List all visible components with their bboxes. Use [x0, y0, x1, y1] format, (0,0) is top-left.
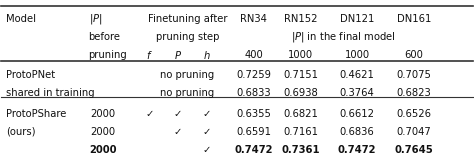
Text: 0.4621: 0.4621: [340, 71, 374, 80]
Text: 0.7151: 0.7151: [283, 71, 318, 80]
Text: 0.7472: 0.7472: [234, 145, 273, 155]
Text: (ours): (ours): [6, 127, 36, 137]
Text: 0.6821: 0.6821: [283, 109, 318, 119]
Text: 0.7645: 0.7645: [394, 145, 433, 155]
Text: Finetuning after: Finetuning after: [148, 14, 227, 24]
Text: 0.6526: 0.6526: [396, 109, 431, 119]
Text: 2000: 2000: [89, 145, 117, 155]
Text: 0.7259: 0.7259: [236, 71, 271, 80]
Text: 0.6612: 0.6612: [340, 109, 374, 119]
Text: 0.6591: 0.6591: [236, 127, 271, 137]
Text: ProtoPShare: ProtoPShare: [6, 109, 66, 119]
Text: no pruning: no pruning: [160, 88, 215, 98]
Text: $h$: $h$: [202, 49, 210, 61]
Text: ✓: ✓: [174, 109, 182, 119]
Text: before: before: [89, 32, 120, 42]
Text: 0.6823: 0.6823: [396, 88, 431, 98]
Text: 0.6833: 0.6833: [236, 88, 271, 98]
Text: 0.7472: 0.7472: [338, 145, 376, 155]
Text: $P$: $P$: [174, 49, 182, 61]
Text: 0.7075: 0.7075: [396, 71, 431, 80]
Text: ✓: ✓: [146, 109, 154, 119]
Text: $f$: $f$: [146, 49, 153, 61]
Text: 600: 600: [404, 50, 423, 60]
Text: RN152: RN152: [284, 14, 318, 24]
Text: 0.6938: 0.6938: [283, 88, 318, 98]
Text: 0.7361: 0.7361: [281, 145, 320, 155]
Text: 0.6836: 0.6836: [340, 127, 374, 137]
Text: 2000: 2000: [90, 109, 115, 119]
Text: 1000: 1000: [288, 50, 313, 60]
Text: 0.7161: 0.7161: [283, 127, 318, 137]
Text: DN121: DN121: [340, 14, 374, 24]
Text: 1000: 1000: [345, 50, 370, 60]
Text: DN161: DN161: [397, 14, 431, 24]
Text: no pruning: no pruning: [160, 71, 215, 80]
Text: pruning step: pruning step: [156, 32, 219, 42]
Text: $|P|$ in the final model: $|P|$ in the final model: [291, 30, 395, 44]
Text: shared in training: shared in training: [6, 88, 95, 98]
Text: ✓: ✓: [202, 109, 210, 119]
Text: 400: 400: [244, 50, 263, 60]
Text: pruning: pruning: [89, 50, 128, 60]
Text: ProtoPNet: ProtoPNet: [6, 71, 55, 80]
Text: ✓: ✓: [202, 127, 210, 137]
Text: RN34: RN34: [240, 14, 267, 24]
Text: 0.6355: 0.6355: [236, 109, 271, 119]
Text: 2000: 2000: [90, 127, 115, 137]
Text: Model: Model: [6, 14, 36, 24]
Text: ✓: ✓: [202, 145, 210, 155]
Text: $|P|$: $|P|$: [89, 12, 102, 26]
Text: 0.7047: 0.7047: [396, 127, 431, 137]
Text: ✓: ✓: [174, 127, 182, 137]
Text: 0.3764: 0.3764: [340, 88, 374, 98]
